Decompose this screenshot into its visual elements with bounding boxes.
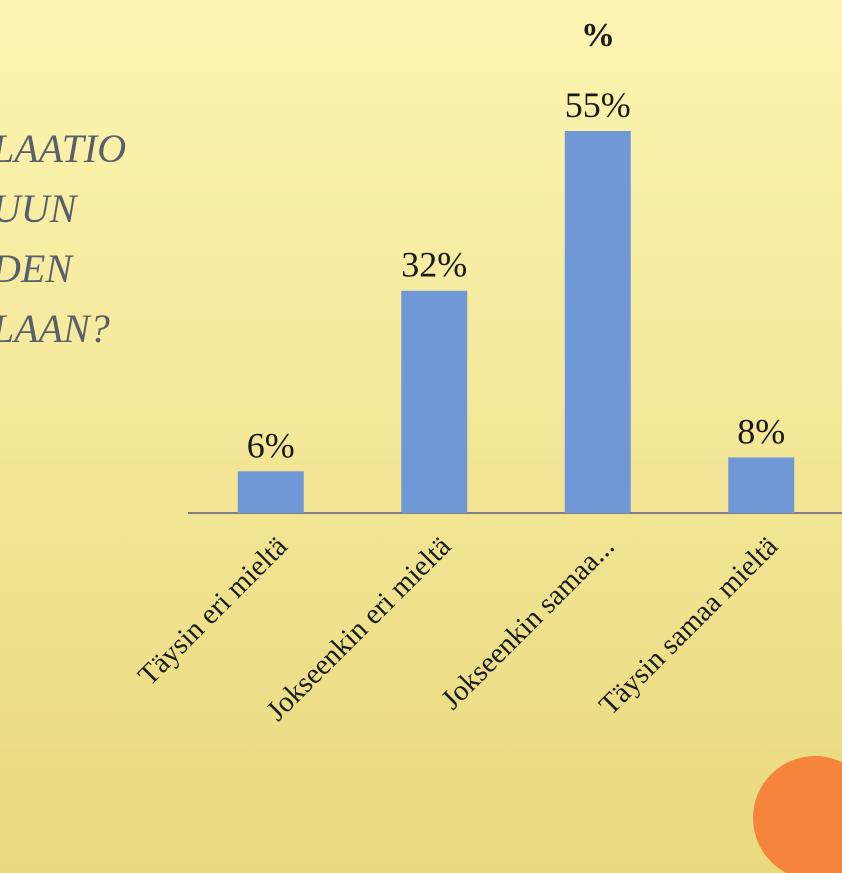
bar <box>401 290 468 513</box>
side-text: LAATIO <box>0 126 126 171</box>
data-label: 55% <box>565 85 631 125</box>
bar <box>237 471 304 513</box>
decor-circle <box>753 756 842 873</box>
chart-title: % <box>581 17 615 54</box>
data-label: 32% <box>401 245 467 285</box>
side-text: UUN <box>0 186 79 231</box>
bar <box>728 457 795 513</box>
data-label: 6% <box>247 425 295 465</box>
side-text: DEN <box>0 246 74 291</box>
data-label: 8% <box>737 411 785 451</box>
side-text: LAAN? <box>0 306 110 351</box>
bar <box>564 131 631 513</box>
